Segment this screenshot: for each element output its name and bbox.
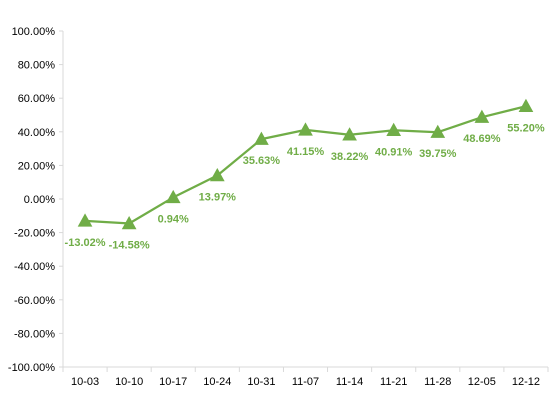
- y-tick-label: -100.00%: [8, 362, 55, 374]
- data-label: -14.58%: [109, 239, 150, 251]
- data-point-marker: [254, 131, 269, 145]
- y-tick-label: 0.00%: [24, 194, 55, 206]
- data-label: 39.75%: [419, 148, 457, 160]
- y-tick-labels: 100.00% 80.00% 60.00% 40.00% 20.00% 0.00% -20.…: [8, 26, 55, 374]
- x-tick-label: 11-07: [292, 376, 319, 388]
- data-point-marker: [121, 215, 137, 230]
- data-label: 48.69%: [463, 133, 501, 145]
- data-label: 55.20%: [507, 122, 545, 134]
- data-point-marker: [474, 109, 490, 123]
- data-point-marker: [165, 189, 181, 204]
- axes: [59, 30, 549, 372]
- data-label: -13.02%: [65, 237, 106, 249]
- data-point-marker: [518, 98, 534, 112]
- y-tick-label: -80.00%: [14, 328, 55, 340]
- data-label: 41.15%: [287, 146, 325, 158]
- x-tick-label: 10-10: [115, 376, 143, 388]
- data-labels: -13.02% -14.58% 0.94% 13.97% 35.63% 41.15% 38.…: [65, 122, 545, 251]
- data-point-marker: [209, 168, 225, 182]
- data-point-marker: [342, 127, 357, 141]
- data-label: 0.94%: [158, 213, 189, 225]
- y-tick-label: -60.00%: [14, 295, 55, 307]
- x-tick-label: 10-31: [247, 376, 275, 388]
- data-label: 13.97%: [199, 192, 237, 204]
- y-tick-label: 60.00%: [18, 93, 56, 105]
- x-tick-label: 10-24: [203, 376, 231, 388]
- x-tick-label: 11-21: [380, 376, 407, 388]
- x-tick-label: 11-14: [336, 376, 363, 388]
- data-point-marker: [298, 122, 313, 136]
- data-label: 35.63%: [243, 155, 281, 167]
- data-point-marker: [386, 122, 402, 136]
- x-tick-label: 12-05: [468, 376, 496, 388]
- x-tick-label: 10-17: [159, 376, 187, 388]
- x-tick-label: 10-03: [71, 376, 99, 388]
- y-tick-label: 80.00%: [18, 60, 56, 72]
- data-point-marker: [77, 213, 93, 227]
- y-tick-label: 20.00%: [18, 160, 56, 172]
- x-tick-label: 11-28: [424, 376, 451, 388]
- y-tick-label: -20.00%: [14, 228, 55, 240]
- x-tick-label: 12-12: [512, 376, 540, 388]
- y-tick-label: 40.00%: [18, 127, 56, 139]
- data-label: 40.91%: [375, 146, 413, 158]
- data-point-marker: [430, 124, 446, 138]
- series-group: [77, 98, 534, 230]
- data-label: 38.22%: [331, 151, 369, 163]
- y-tick-label: 100.00%: [12, 26, 56, 38]
- x-tick-labels: 10-03 10-10 10-17 10-24 10-31 11-07 11-14 11-21…: [71, 376, 540, 388]
- y-tick-label: -40.00%: [14, 261, 55, 273]
